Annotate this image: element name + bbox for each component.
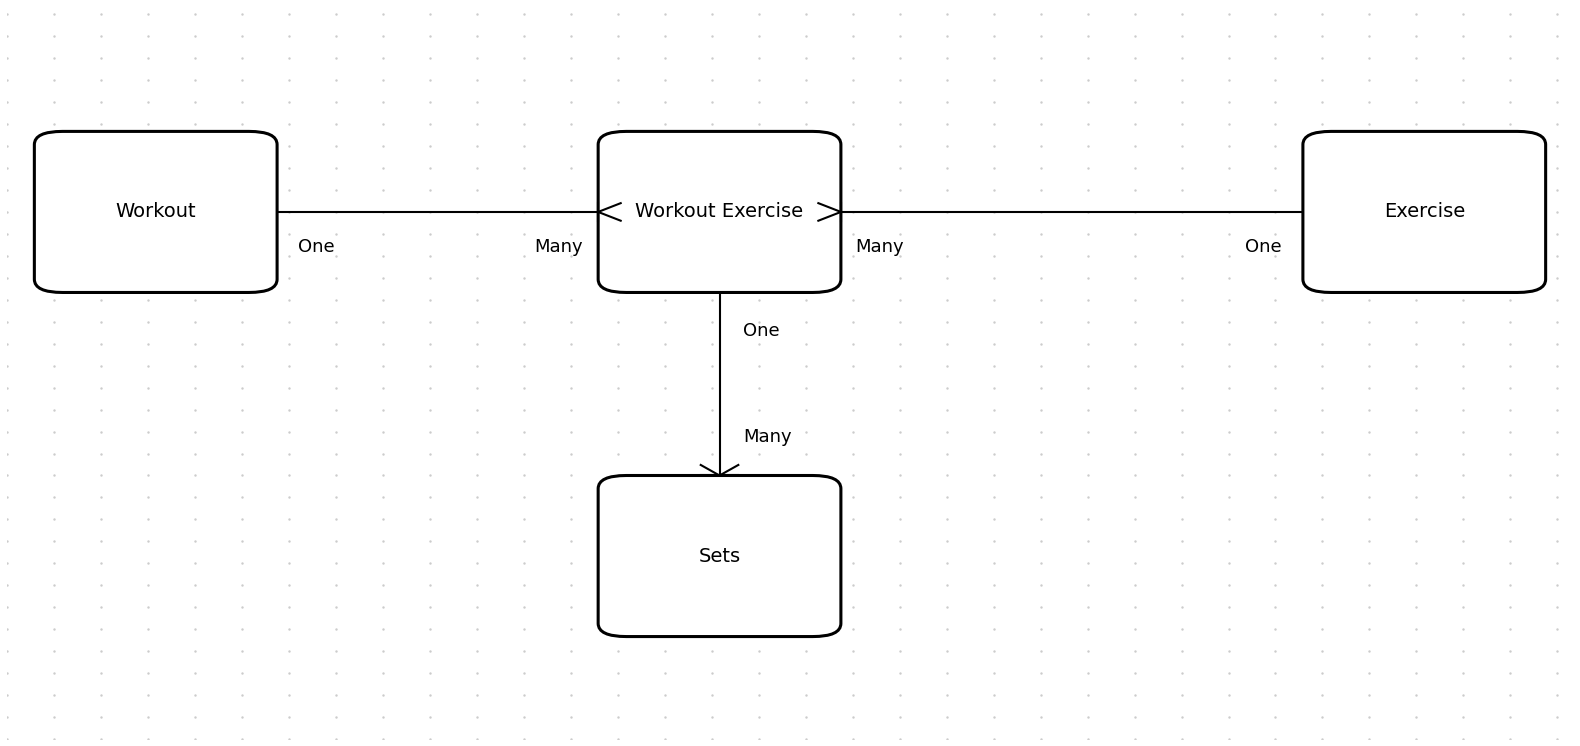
Text: One: One <box>299 237 335 256</box>
Text: Many: Many <box>534 237 583 256</box>
FancyBboxPatch shape <box>599 475 841 636</box>
Text: One: One <box>1245 237 1281 256</box>
FancyBboxPatch shape <box>599 131 841 292</box>
FancyBboxPatch shape <box>35 131 276 292</box>
Text: Workout Exercise: Workout Exercise <box>635 202 804 222</box>
Text: Exercise: Exercise <box>1384 202 1465 222</box>
Text: Sets: Sets <box>698 547 741 565</box>
FancyBboxPatch shape <box>1304 131 1545 292</box>
Text: One: One <box>743 322 779 339</box>
Text: Workout: Workout <box>115 202 196 222</box>
Text: Many: Many <box>743 428 792 446</box>
Text: Many: Many <box>856 237 904 256</box>
